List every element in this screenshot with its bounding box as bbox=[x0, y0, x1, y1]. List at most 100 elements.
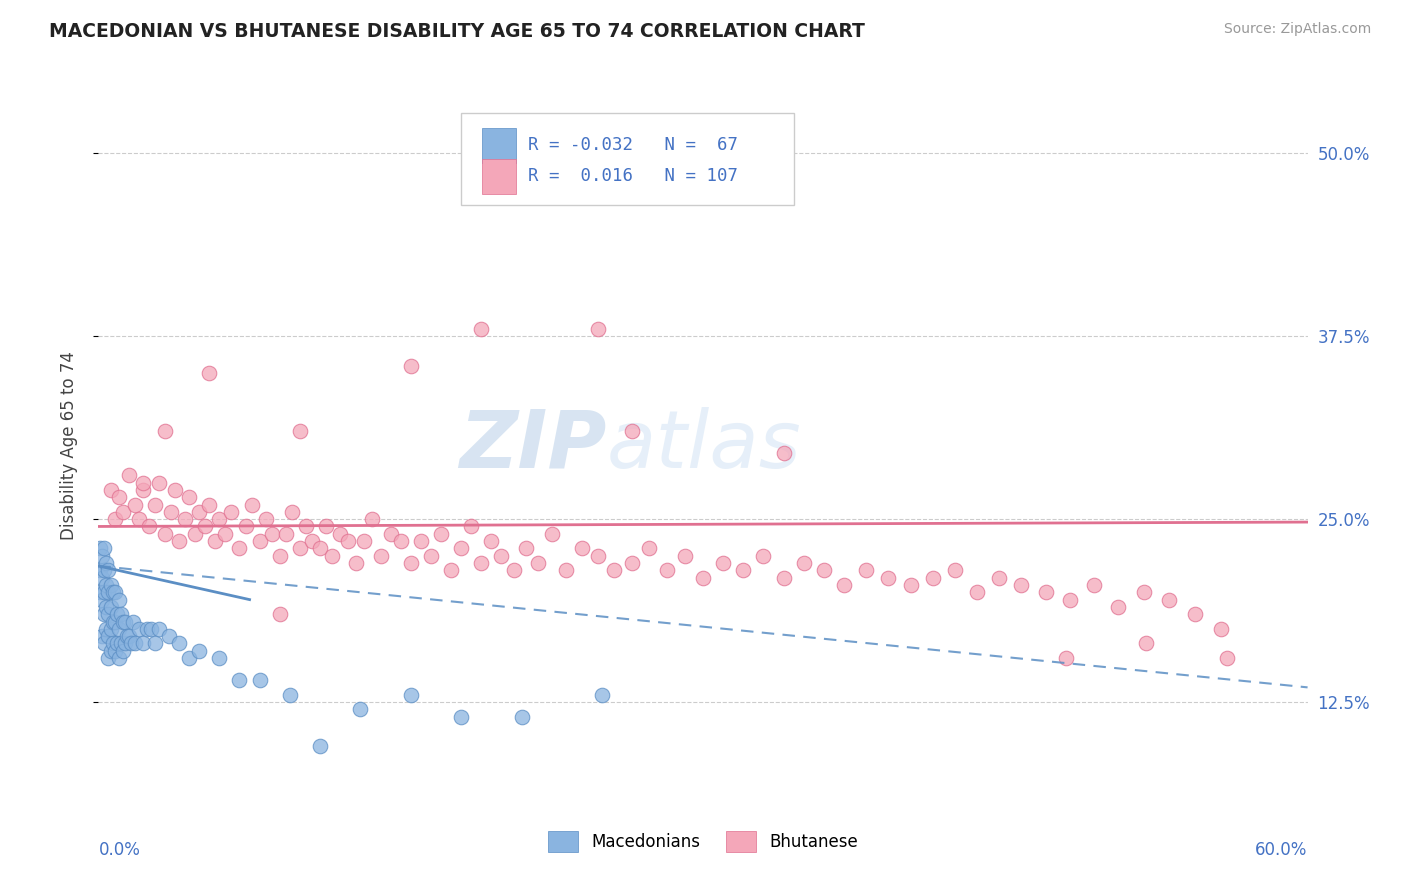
Point bbox=[510, 709, 533, 723]
Point bbox=[235, 519, 257, 533]
Bar bbox=[482, 128, 516, 163]
Point bbox=[107, 490, 129, 504]
Point bbox=[167, 636, 190, 650]
Point bbox=[813, 563, 835, 577]
Point bbox=[110, 607, 132, 622]
Point bbox=[143, 498, 166, 512]
Point bbox=[321, 549, 343, 563]
Point bbox=[793, 556, 815, 570]
Point bbox=[692, 571, 714, 585]
Point bbox=[711, 556, 734, 570]
Point bbox=[988, 571, 1011, 585]
Point bbox=[204, 534, 226, 549]
Point bbox=[105, 636, 128, 650]
Point bbox=[295, 519, 318, 533]
Point bbox=[460, 519, 482, 533]
Point bbox=[450, 709, 472, 723]
Point bbox=[470, 556, 492, 570]
Point bbox=[278, 688, 301, 702]
Point bbox=[198, 498, 221, 512]
Point bbox=[1059, 592, 1081, 607]
Point bbox=[380, 526, 402, 541]
Point bbox=[153, 526, 176, 541]
Point bbox=[208, 651, 231, 665]
Point bbox=[103, 585, 125, 599]
Point bbox=[269, 549, 291, 563]
Point bbox=[228, 673, 250, 687]
Point bbox=[96, 578, 118, 592]
Point bbox=[269, 607, 291, 622]
Point bbox=[1184, 607, 1206, 622]
Point bbox=[1035, 585, 1057, 599]
Point bbox=[240, 498, 263, 512]
Point bbox=[101, 615, 124, 629]
Point bbox=[752, 549, 775, 563]
Point bbox=[118, 629, 141, 643]
Point bbox=[124, 498, 146, 512]
Point bbox=[132, 636, 155, 650]
FancyBboxPatch shape bbox=[461, 113, 793, 204]
Point bbox=[89, 541, 111, 556]
Point bbox=[655, 563, 678, 577]
Point bbox=[174, 512, 197, 526]
Point bbox=[93, 585, 115, 599]
Point bbox=[586, 549, 609, 563]
Point bbox=[138, 519, 160, 533]
Point bbox=[128, 512, 150, 526]
Point bbox=[111, 615, 134, 629]
Point bbox=[124, 636, 146, 650]
Point bbox=[103, 615, 125, 629]
Point bbox=[157, 629, 180, 643]
Point bbox=[148, 475, 170, 490]
Point bbox=[91, 629, 114, 643]
Point bbox=[1054, 651, 1077, 665]
Point bbox=[110, 636, 132, 650]
Point bbox=[100, 599, 122, 614]
Point bbox=[100, 622, 122, 636]
Text: ZIP: ZIP bbox=[458, 407, 606, 485]
Point bbox=[399, 359, 422, 373]
Point bbox=[153, 425, 176, 439]
Point bbox=[621, 556, 644, 570]
Point bbox=[288, 541, 311, 556]
Point bbox=[214, 526, 236, 541]
Point bbox=[399, 688, 422, 702]
Point bbox=[409, 534, 432, 549]
Point bbox=[103, 644, 125, 658]
Point bbox=[1135, 636, 1157, 650]
Point bbox=[111, 505, 134, 519]
Bar bbox=[482, 159, 516, 194]
Point bbox=[329, 526, 352, 541]
Point bbox=[101, 636, 124, 650]
Point bbox=[540, 526, 562, 541]
Point bbox=[389, 534, 412, 549]
Point bbox=[96, 622, 118, 636]
Point bbox=[96, 556, 118, 570]
Point bbox=[254, 512, 277, 526]
Point bbox=[100, 483, 122, 497]
Point bbox=[179, 651, 201, 665]
Point bbox=[114, 615, 136, 629]
Point bbox=[309, 541, 332, 556]
Point bbox=[450, 541, 472, 556]
Point bbox=[249, 673, 271, 687]
Point bbox=[97, 585, 120, 599]
Point bbox=[1209, 622, 1232, 636]
Point bbox=[96, 599, 118, 614]
Point bbox=[1107, 599, 1129, 614]
Point bbox=[586, 322, 609, 336]
Point bbox=[481, 534, 503, 549]
Point bbox=[855, 563, 877, 577]
Point bbox=[97, 629, 120, 643]
Point bbox=[673, 549, 696, 563]
Point bbox=[1083, 578, 1105, 592]
Point bbox=[121, 615, 143, 629]
Point bbox=[832, 578, 855, 592]
Point bbox=[440, 563, 463, 577]
Point bbox=[370, 549, 392, 563]
Point bbox=[772, 571, 794, 585]
Point bbox=[114, 636, 136, 650]
Point bbox=[184, 526, 207, 541]
Text: 0.0%: 0.0% bbox=[98, 841, 141, 859]
Point bbox=[101, 585, 124, 599]
